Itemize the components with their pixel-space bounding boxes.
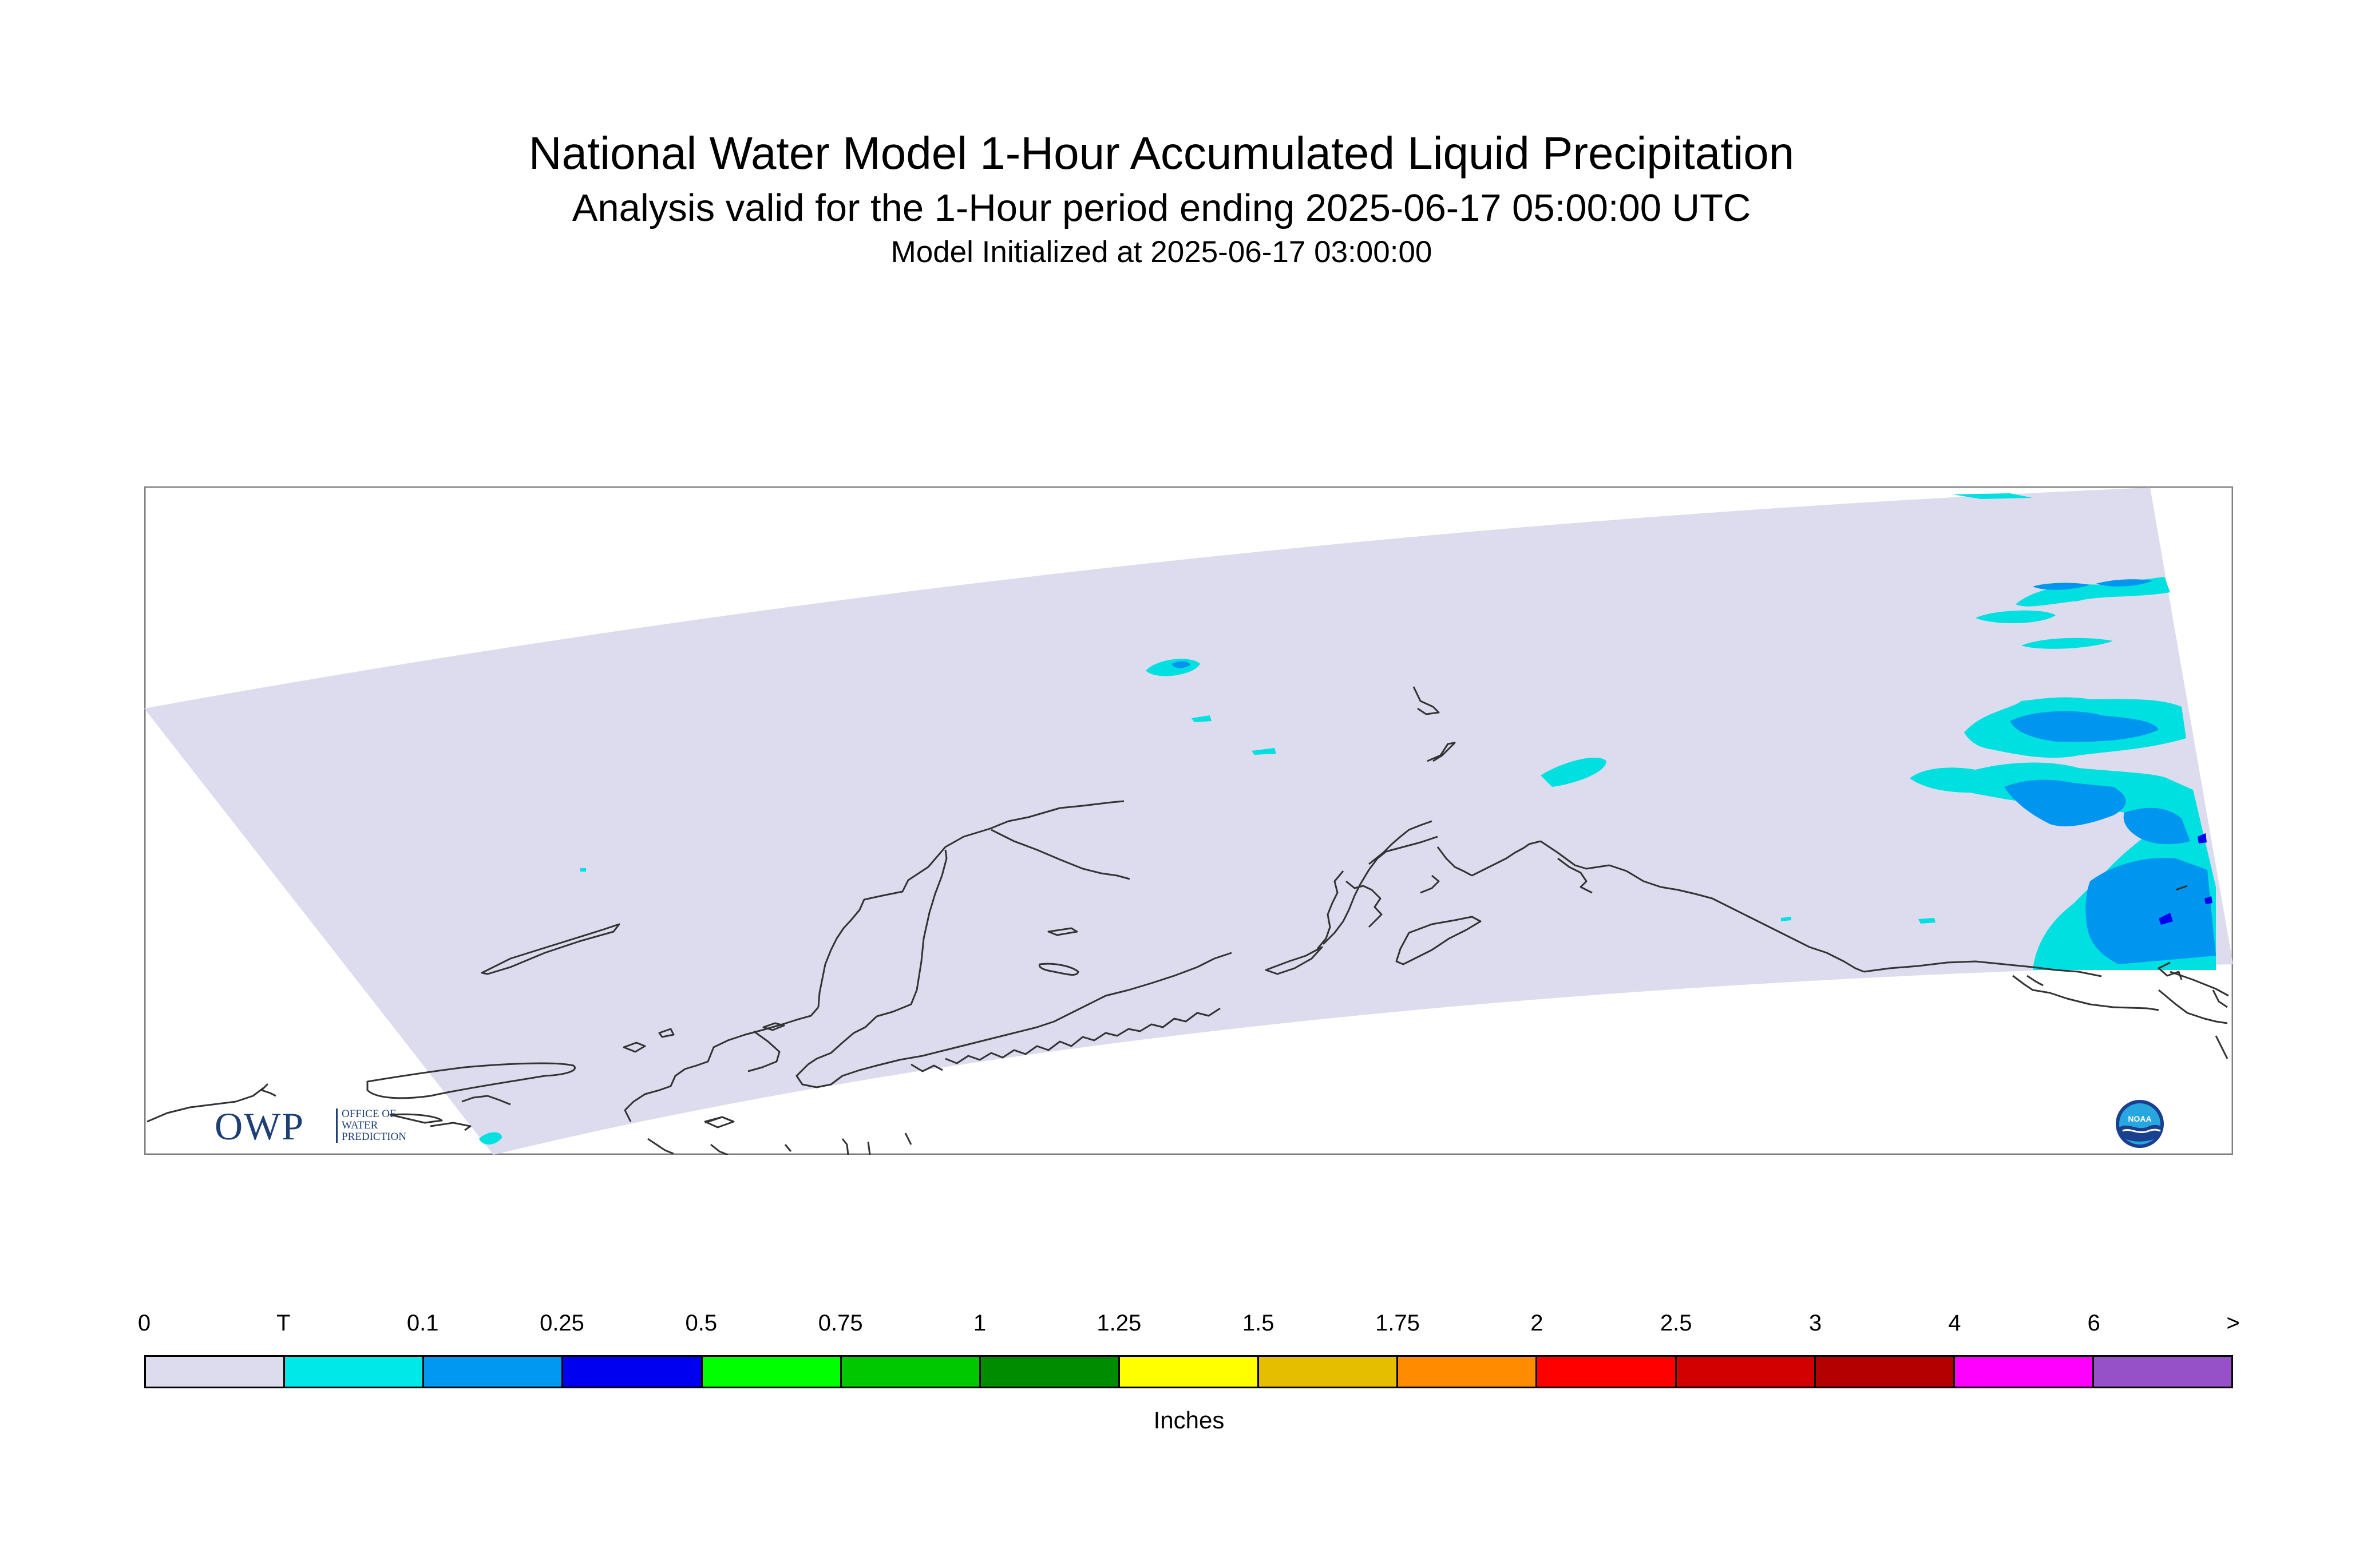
legend-swatch xyxy=(146,1357,286,1387)
legend-tick-label: > xyxy=(2226,1310,2240,1336)
legend-swatch xyxy=(424,1357,564,1387)
map-subtitle: Analysis valid for the 1-Hour period end… xyxy=(572,187,1751,229)
precip-0.25-areas xyxy=(2159,833,2212,925)
coastlines xyxy=(147,686,2229,1155)
noaa-logo-text: NOAA xyxy=(2128,1114,2151,1123)
legend-swatch xyxy=(1815,1357,1955,1387)
legend-tick-label: 1 xyxy=(973,1310,987,1336)
owp-letters: OWP xyxy=(215,1104,305,1148)
legend-tick-label: 2.5 xyxy=(1660,1310,1692,1336)
legend-tick-label: 0.1 xyxy=(406,1310,439,1336)
legend-swatch xyxy=(1954,1357,2094,1387)
map-title: National Water Model 1-Hour Accumulated … xyxy=(528,128,1795,179)
legend-tick-label: 4 xyxy=(1948,1310,1961,1336)
legend-swatch xyxy=(702,1357,842,1387)
owp-line-3: PREDICTION xyxy=(342,1131,406,1143)
legend-tick-label: 1.25 xyxy=(1097,1310,1142,1336)
legend-colorbar xyxy=(144,1355,2233,1388)
precip-0.1-areas xyxy=(1171,579,2216,964)
legend-swatch xyxy=(1259,1357,1399,1387)
legend-units: Inches xyxy=(1153,1407,1225,1434)
owp-subtext: OFFICE OF WATER PREDICTION xyxy=(336,1108,428,1143)
legend-tick-label: T xyxy=(276,1310,291,1336)
legend-tick-label: 0.5 xyxy=(685,1310,718,1336)
legend-swatch xyxy=(285,1357,425,1387)
legend-tick-label: 0 xyxy=(137,1310,151,1336)
model-domain xyxy=(144,488,2233,1155)
legend-swatch xyxy=(2093,1357,2232,1387)
legend-swatch xyxy=(563,1357,703,1387)
color-legend: 0 T 0.1 0.25 0.5 0.75 1 1.25 1.5 1.75 2 2.5 3 4 6 > Inc… xyxy=(138,1310,2240,1436)
model-init-line: Model Initialized at 2025-06-17 03:00:00 xyxy=(890,235,1432,269)
owp-line-1: OFFICE OF xyxy=(342,1108,396,1120)
legend-tick-label: 1.75 xyxy=(1375,1310,1420,1336)
legend-tick-label: 0.25 xyxy=(540,1310,584,1336)
legend-swatch xyxy=(1398,1357,1538,1387)
legend-swatch xyxy=(1119,1357,1260,1387)
noaa-logo: NOAA xyxy=(2115,1099,2165,1149)
legend-swatch xyxy=(1676,1357,1816,1387)
legend-swatch xyxy=(841,1357,981,1387)
legend-tick-label: 6 xyxy=(2087,1310,2100,1336)
legend-swatch xyxy=(1537,1357,1677,1387)
legend-tick-label: 2 xyxy=(1530,1310,1543,1336)
precipitation-map: OWP OFFICE OF WATER PREDICTION NOAA xyxy=(144,486,2233,1155)
legend-tick-label: 1.5 xyxy=(1242,1310,1274,1336)
owp-logo: OWP OFFICE OF WATER PREDICTION xyxy=(215,1106,426,1146)
legend-swatch xyxy=(980,1357,1120,1387)
legend-tick-label: 0.75 xyxy=(818,1310,863,1336)
owp-line-2: WATER xyxy=(342,1119,378,1131)
legend-tick-label: 3 xyxy=(1808,1310,1822,1336)
